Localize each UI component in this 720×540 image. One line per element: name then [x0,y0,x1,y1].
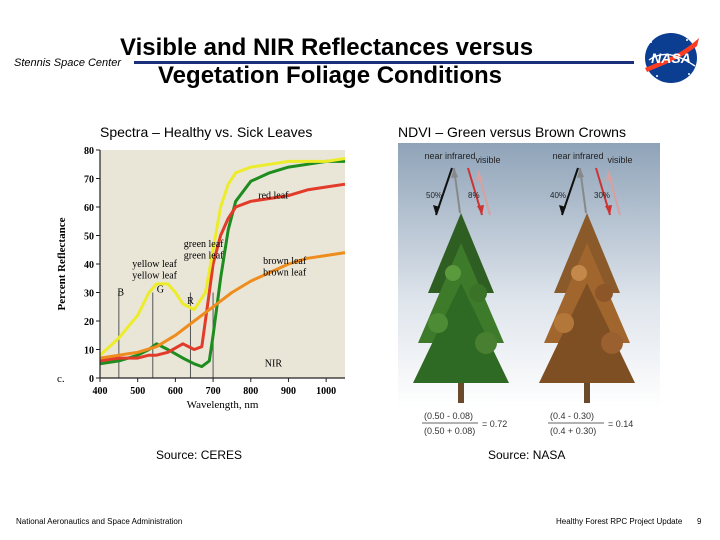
ndvi-formulas: (0.50 - 0.08) (0.50 + 0.08) = 0.72 (0.4 … [422,411,633,436]
annotation-2: green leaf [184,250,224,261]
green-nir-pct: 50% [426,191,442,200]
page-number: 9 [697,517,702,526]
title-line-2: Vegetation Foliage Conditions [158,62,503,89]
series-line-1 [99,182,346,363]
chart-ticks: 0 10 20 30 40 50 60 70 80 400 500 600 700 800 900 1000 [84,146,336,397]
annotation-7: B [117,287,124,298]
y-tick-label-7: 70 [84,175,94,186]
green-formula-den: (0.50 + 0.08) [424,426,475,436]
brown-formula-result: = 0.14 [608,419,633,429]
annotation-1: green leaf [184,239,224,250]
left-source: Source: CERES [156,448,243,462]
brown-formula-den: (0.4 + 0.30) [550,426,596,436]
annotation-4: yellow leaf [132,270,177,281]
y-tick-label-1: 10 [84,346,94,357]
annotation-3: yellow leaf [132,259,177,270]
x-tick-label-6: 1000 [316,386,336,397]
y-tick-label-4: 40 [84,260,94,271]
x-axis-title: Wavelength, nm [187,399,259,411]
logo-text: NASA [651,50,691,66]
x-tick-label-5: 900 [281,386,296,397]
footer-project: Healthy Forest RPC Project Update [556,517,683,526]
left-caption: Spectra – Healthy vs. Sick Leaves [100,124,313,140]
y-tick-label-2: 20 [84,317,94,328]
annotation-9: R [187,296,194,307]
x-tick-label-3: 700 [206,386,221,397]
series-group [98,157,346,369]
annotation-5: brown leaf [263,256,307,267]
x-tick-label-0: 400 [93,386,108,397]
chart-corner-label: c. [57,373,65,385]
annotation-8: G [157,285,164,296]
green-tree: near infrared visible 50% 8% [413,151,509,403]
green-vis-pct: 8% [468,191,480,200]
brown-nir-pct: 40% [550,191,566,200]
center-label: Stennis Space Center [14,57,122,69]
x-tick-label-2: 600 [168,386,183,397]
x-tick-label-1: 500 [130,386,145,397]
y-tick-label-0: 0 [89,374,94,385]
title-line-1: Visible and NIR Reflectances versus [120,34,534,61]
green-formula-result: = 0.72 [482,419,507,429]
brown-vis-label: visible [607,155,632,165]
y-tick-label-8: 80 [84,146,94,157]
x-tick-label-4: 800 [243,386,258,397]
right-caption: NDVI – Green versus Brown Crowns [398,124,626,140]
series-line-2 [98,157,346,357]
slide-title: Visible and NIR Reflectances versus Vege… [120,34,640,90]
right-source: Source: NASA [488,448,566,462]
y-tick-label-5: 50 [84,232,94,243]
brown-tree: near infrared visible 40% 30% [539,151,635,403]
green-formula-num: (0.50 - 0.08) [424,411,473,421]
ndvi-tree-illustration: near infrared visible 50% 8% near infrar… [398,143,660,443]
y-tick-label-3: 30 [84,289,94,300]
footer-agency: National Aeronautics and Space Administr… [16,517,183,526]
header-rule [134,61,634,64]
y-axis-title: Percent Reflectance [56,217,68,310]
brown-formula-num: (0.4 - 0.30) [550,411,594,421]
green-vis-label: visible [475,155,500,165]
annotation-10: NIR [265,359,283,370]
brown-nir-label: near infrared [552,151,603,161]
series-line-3 [99,251,346,360]
nasa-logo-icon: NASA [645,33,699,83]
brown-vis-pct: 30% [594,191,610,200]
green-nir-label: near infrared [424,151,475,161]
annotation-0: red leaf [258,190,289,201]
y-tick-label-6: 60 [84,203,94,214]
annotation-6: brown leaf [263,267,307,278]
